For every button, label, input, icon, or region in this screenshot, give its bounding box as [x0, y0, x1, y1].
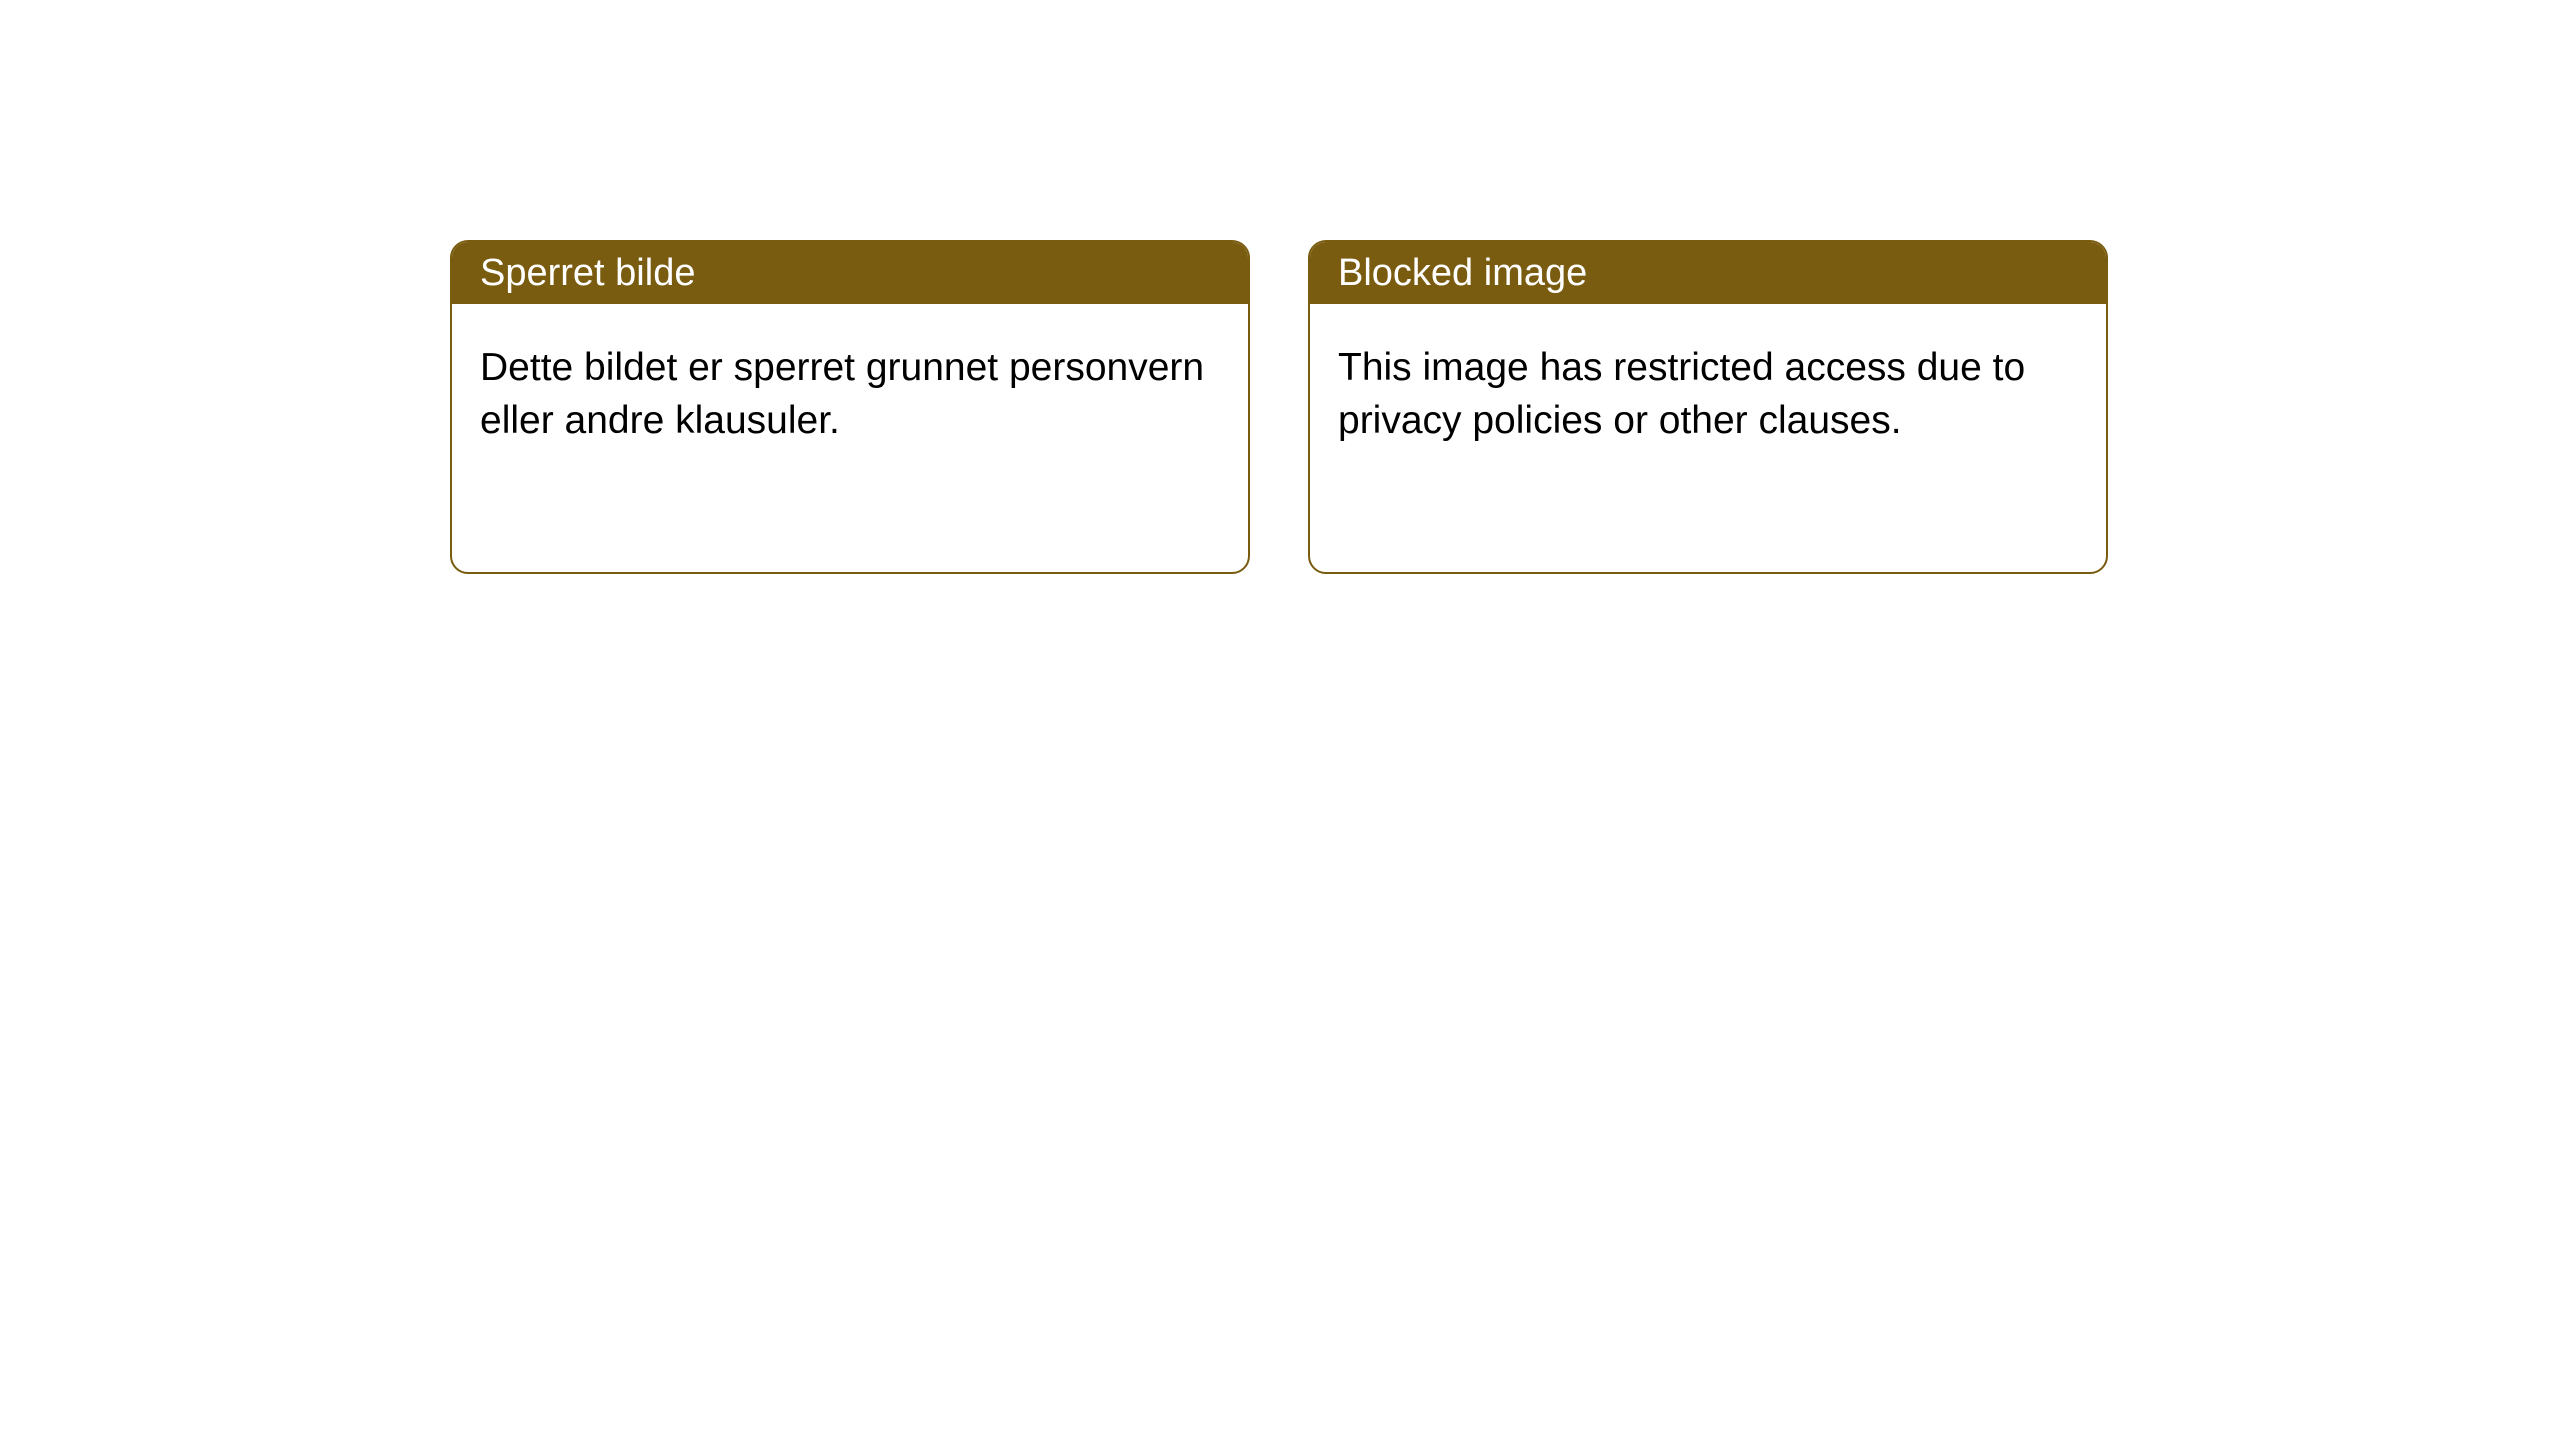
card-header: Sperret bilde — [452, 242, 1248, 304]
card-title: Blocked image — [1338, 252, 1587, 295]
card-header: Blocked image — [1310, 242, 2106, 304]
card-body-text: Dette bildet er sperret grunnet personve… — [480, 346, 1204, 442]
card-body: This image has restricted access due to … — [1310, 304, 2106, 485]
card-body-text: This image has restricted access due to … — [1338, 346, 2025, 442]
notice-card-english: Blocked image This image has restricted … — [1308, 240, 2108, 574]
notice-cards-container: Sperret bilde Dette bildet er sperret gr… — [450, 240, 2108, 574]
card-title: Sperret bilde — [480, 252, 695, 295]
notice-card-norwegian: Sperret bilde Dette bildet er sperret gr… — [450, 240, 1250, 574]
card-body: Dette bildet er sperret grunnet personve… — [452, 304, 1248, 485]
